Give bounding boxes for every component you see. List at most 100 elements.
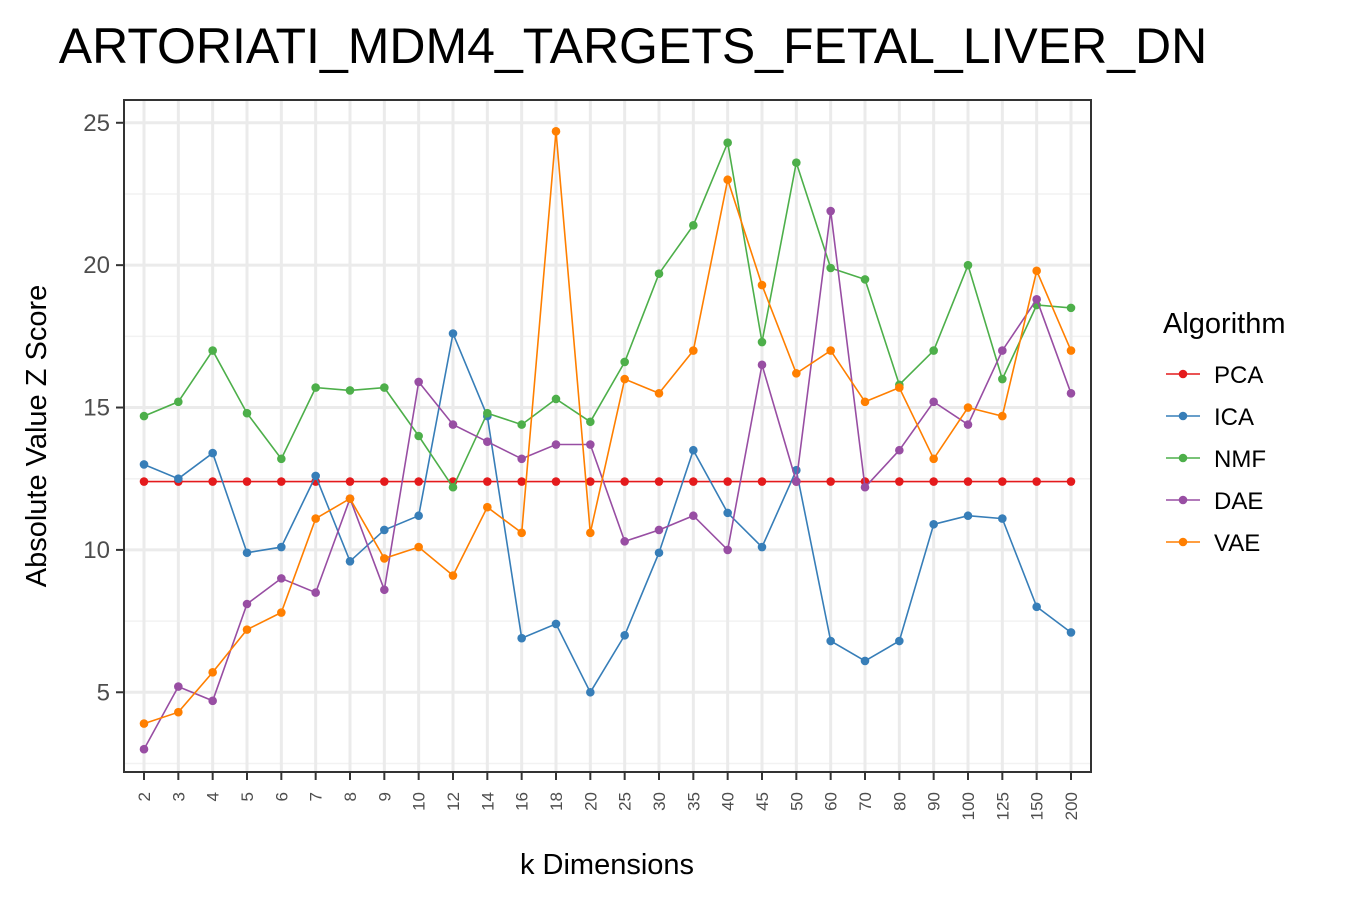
x-axis-title: k Dimensions xyxy=(520,849,694,881)
x-tick-label: 4 xyxy=(204,792,223,801)
x-tick-label: 45 xyxy=(753,792,772,811)
data-point-vae xyxy=(620,374,629,384)
series-vae xyxy=(139,127,1076,728)
data-point-vae xyxy=(860,397,870,407)
y-axis-title: Absolute Value Z Score xyxy=(21,285,53,588)
legend-label-pca: PCA xyxy=(1214,362,1263,389)
data-point-nmf xyxy=(654,269,664,278)
data-point-ica xyxy=(757,542,767,552)
legend: Algorithm PCA ICA NMF DAE VAE xyxy=(1163,308,1286,557)
data-point-pca xyxy=(1032,477,1041,486)
series-line-ica xyxy=(143,330,1072,694)
data-point-ica xyxy=(860,656,870,666)
data-point-nmf xyxy=(277,454,286,464)
chart-title: ARTORIATI_MDM4_TARGETS_FETAL_LIVER_DN xyxy=(59,18,1207,74)
x-tick-label: 50 xyxy=(787,792,806,811)
data-point-dae xyxy=(826,206,835,216)
x-tick-label: 100 xyxy=(959,792,978,820)
x-tick-label: 20 xyxy=(581,792,600,811)
data-point-dae xyxy=(723,545,732,555)
data-point-pca xyxy=(345,477,355,486)
legend-label-ica: ICA xyxy=(1214,404,1254,431)
data-point-nmf xyxy=(860,275,870,284)
data-point-nmf xyxy=(963,260,973,270)
data-point-vae xyxy=(174,707,183,717)
series-dae xyxy=(139,206,1076,754)
x-tick-label: 3 xyxy=(169,792,188,801)
data-point-nmf xyxy=(723,138,732,148)
series-nmf xyxy=(139,138,1076,492)
data-point-nmf xyxy=(380,383,389,392)
y-tick-label: 15 xyxy=(83,395,110,422)
x-tick-label: 7 xyxy=(307,792,326,801)
data-point-nmf xyxy=(139,411,149,421)
data-point-nmf xyxy=(620,357,629,367)
data-point-ica xyxy=(517,633,526,643)
data-point-dae xyxy=(929,397,938,407)
data-point-pca xyxy=(757,477,767,486)
data-point-vae xyxy=(448,571,458,580)
data-point-pca xyxy=(277,477,286,486)
data-point-pca xyxy=(414,477,423,486)
data-point-pca xyxy=(483,477,492,486)
data-point-pca xyxy=(929,477,938,486)
x-tick-label: 8 xyxy=(341,792,360,801)
data-point-ica xyxy=(929,519,938,529)
data-point-pca xyxy=(963,477,973,486)
data-point-dae xyxy=(895,445,904,455)
data-point-ica xyxy=(654,548,664,558)
data-point-vae xyxy=(929,454,938,464)
data-point-vae xyxy=(311,514,320,523)
x-tick-label: 6 xyxy=(272,792,291,801)
data-point-nmf xyxy=(448,482,458,492)
data-point-vae xyxy=(208,668,217,677)
data-point-vae xyxy=(483,502,492,512)
legend-label-vae: VAE xyxy=(1214,530,1260,557)
legend-label-dae: DAE xyxy=(1214,488,1263,515)
data-point-nmf xyxy=(757,337,767,347)
data-point-ica xyxy=(689,445,698,455)
data-point-pca xyxy=(380,477,389,486)
x-tick-label: 5 xyxy=(238,792,257,801)
data-point-nmf xyxy=(792,158,801,167)
data-point-vae xyxy=(139,719,149,728)
data-point-ica xyxy=(311,471,320,481)
legend-item-ica: ICA xyxy=(1166,404,1254,431)
data-point-vae xyxy=(414,542,423,552)
data-point-dae xyxy=(792,477,801,486)
data-point-pca xyxy=(551,477,561,486)
x-tick-label: 150 xyxy=(1028,792,1047,820)
x-tick-label: 12 xyxy=(444,792,463,811)
legend-key-point-ica xyxy=(1178,411,1188,421)
data-point-vae xyxy=(689,346,698,355)
data-point-nmf xyxy=(311,383,320,392)
data-point-dae xyxy=(860,482,870,492)
y-tick-label: 5 xyxy=(97,679,110,706)
legend-key-point-vae xyxy=(1178,537,1188,547)
data-point-vae xyxy=(551,127,561,136)
data-point-ica xyxy=(826,636,835,646)
legend-item-pca: PCA xyxy=(1166,362,1263,389)
x-tick-label: 60 xyxy=(822,792,841,811)
data-point-dae xyxy=(757,360,767,370)
data-point-nmf xyxy=(586,417,595,427)
x-tick-label: 9 xyxy=(375,792,394,801)
data-point-ica xyxy=(448,329,458,338)
data-point-ica xyxy=(414,511,423,521)
plot-grid xyxy=(124,100,1091,772)
data-point-dae xyxy=(380,585,389,595)
series-pca xyxy=(139,477,1076,486)
x-tick-label: 25 xyxy=(616,792,635,811)
data-point-ica xyxy=(586,687,595,697)
data-point-pca xyxy=(242,477,252,486)
data-point-pca xyxy=(895,477,904,486)
data-point-vae xyxy=(757,280,767,290)
data-point-pca xyxy=(654,477,664,486)
data-point-ica xyxy=(139,460,149,469)
x-tick-label: 10 xyxy=(410,792,429,811)
data-point-dae xyxy=(448,420,458,429)
data-point-dae xyxy=(311,588,320,597)
data-point-vae xyxy=(723,175,732,185)
x-tick-label: 40 xyxy=(719,792,738,811)
